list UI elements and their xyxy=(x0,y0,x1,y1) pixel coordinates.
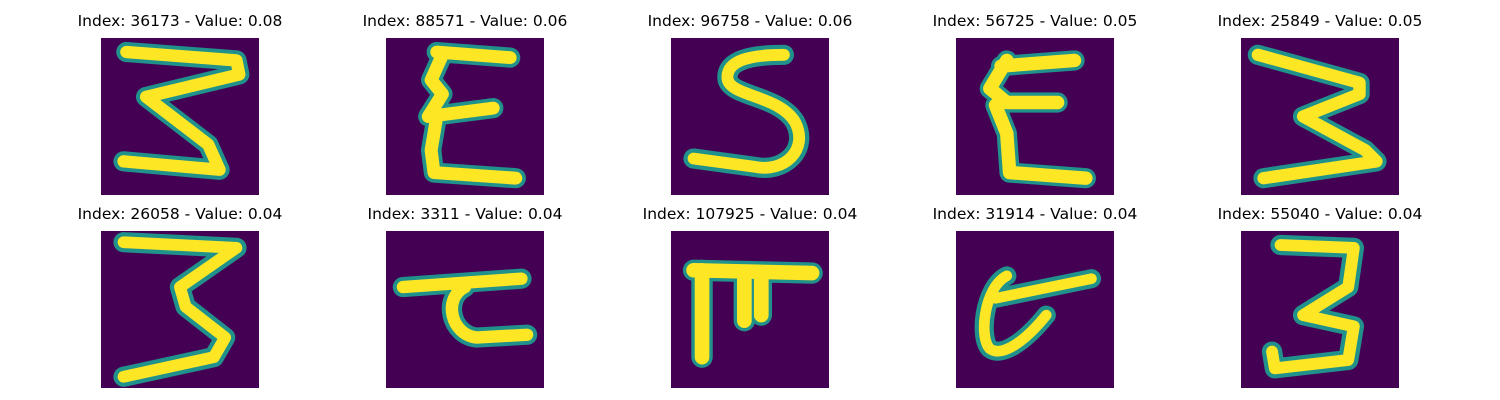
panel-6: Index: 26058 - Value: 0.04 xyxy=(60,204,300,224)
digit-image xyxy=(956,38,1114,195)
panel-title: Index: 96758 - Value: 0.06 xyxy=(630,11,870,31)
digit-image xyxy=(101,231,259,388)
digit-image xyxy=(1241,231,1399,388)
panel-3: Index: 96758 - Value: 0.06 xyxy=(630,11,870,31)
digit-image xyxy=(386,38,544,195)
panel-5: Index: 25849 - Value: 0.05 xyxy=(1200,11,1440,31)
panel-title: Index: 56725 - Value: 0.05 xyxy=(915,11,1155,31)
panel-10: Index: 55040 - Value: 0.04 xyxy=(1200,204,1440,224)
digit-image xyxy=(1241,38,1399,195)
panel-9: Index: 31914 - Value: 0.04 xyxy=(915,204,1155,224)
panel-7: Index: 3311 - Value: 0.04 xyxy=(345,204,585,224)
digit-image xyxy=(386,231,544,388)
panel-1: Index: 36173 - Value: 0.08 xyxy=(60,11,300,31)
panel-title: Index: 88571 - Value: 0.06 xyxy=(345,11,585,31)
panel-4: Index: 56725 - Value: 0.05 xyxy=(915,11,1155,31)
panel-title: Index: 55040 - Value: 0.04 xyxy=(1200,204,1440,224)
digit-image xyxy=(671,231,829,388)
digit-image xyxy=(956,231,1114,388)
panel-title: Index: 36173 - Value: 0.08 xyxy=(60,11,300,31)
panel-title: Index: 3311 - Value: 0.04 xyxy=(345,204,585,224)
panel-title: Index: 31914 - Value: 0.04 xyxy=(915,204,1155,224)
digit-image xyxy=(671,38,829,195)
panel-title: Index: 26058 - Value: 0.04 xyxy=(60,204,300,224)
digit-image xyxy=(101,38,259,195)
panel-2: Index: 88571 - Value: 0.06 xyxy=(345,11,585,31)
panel-title: Index: 107925 - Value: 0.04 xyxy=(630,204,870,224)
panel-8: Index: 107925 - Value: 0.04 xyxy=(630,204,870,224)
panel-title: Index: 25849 - Value: 0.05 xyxy=(1200,11,1440,31)
